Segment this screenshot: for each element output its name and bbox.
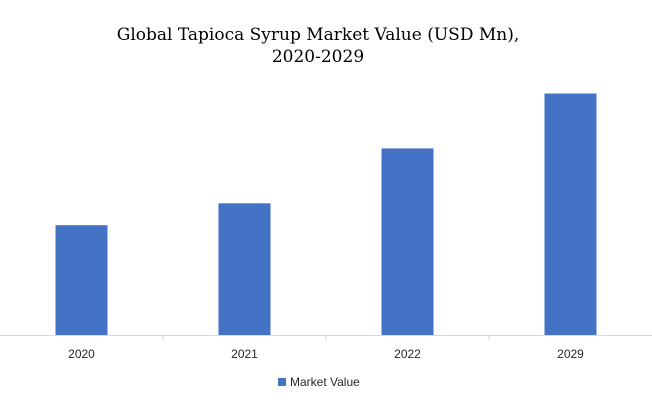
x-tick-label-2022: 2022 xyxy=(394,347,421,361)
x-tick-label-2021: 2021 xyxy=(231,347,258,361)
legend: Market Value xyxy=(278,375,360,389)
plot-area xyxy=(55,93,597,335)
chart-title-line-2: 2020-2029 xyxy=(272,47,364,67)
legend-label: Market Value xyxy=(290,375,360,389)
x-tick-label-2020: 2020 xyxy=(68,347,95,361)
legend-swatch xyxy=(278,378,286,386)
chart-title-line-1: Global Tapioca Syrup Market Value (USD M… xyxy=(117,25,520,45)
chart-title: Global Tapioca Syrup Market Value (USD M… xyxy=(117,25,520,67)
bar-2021 xyxy=(218,203,271,335)
bar-2022 xyxy=(381,148,434,335)
bar-2020 xyxy=(55,225,108,335)
bar-2029 xyxy=(544,93,597,335)
x-tick-label-2029: 2029 xyxy=(557,347,584,361)
x-axis: 2020 2021 2022 2029 xyxy=(0,335,652,361)
